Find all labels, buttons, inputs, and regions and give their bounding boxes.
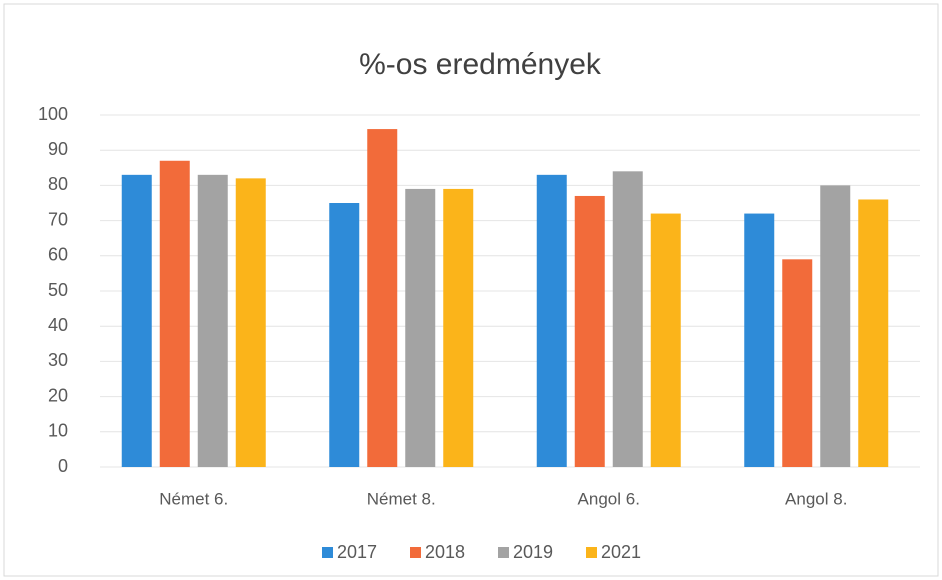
legend-swatch xyxy=(586,547,597,558)
bar xyxy=(820,185,851,467)
bar xyxy=(574,195,605,467)
bar xyxy=(405,188,436,468)
y-tick-label: 80 xyxy=(48,174,68,194)
y-tick-label: 20 xyxy=(48,385,68,405)
legend-label: 2017 xyxy=(337,542,377,562)
bar xyxy=(367,129,398,467)
bar xyxy=(536,174,567,467)
bar xyxy=(612,171,643,467)
bar xyxy=(782,259,813,467)
y-tick-label: 30 xyxy=(48,350,68,370)
legend-label: 2018 xyxy=(425,542,465,562)
y-tick-label: 40 xyxy=(48,315,68,335)
bar xyxy=(121,174,152,467)
y-tick-label: 70 xyxy=(48,209,68,229)
bar xyxy=(235,178,266,468)
bar xyxy=(443,188,474,468)
bar xyxy=(329,203,360,467)
y-tick-label: 60 xyxy=(48,245,68,265)
x-tick-label: Angol 8. xyxy=(785,489,847,508)
x-tick-label: Angol 6. xyxy=(578,489,640,508)
y-tick-label: 90 xyxy=(48,139,68,159)
x-tick-label: Német 6. xyxy=(159,489,228,508)
x-tick-label: Német 8. xyxy=(367,489,436,508)
y-tick-label: 100 xyxy=(38,104,68,124)
legend-label: 2019 xyxy=(513,542,553,562)
chart-title: %-os eredmények xyxy=(359,48,602,81)
legend-swatch xyxy=(322,547,333,558)
bar xyxy=(744,213,775,467)
y-tick-label: 10 xyxy=(48,421,68,441)
bar xyxy=(858,199,889,468)
legend-swatch xyxy=(498,547,509,558)
y-tick-label: 0 xyxy=(58,456,68,476)
bar xyxy=(197,174,228,467)
bar xyxy=(650,213,681,467)
legend-swatch xyxy=(410,547,421,558)
bar xyxy=(159,160,190,467)
y-tick-label: 50 xyxy=(48,280,68,300)
legend-label: 2021 xyxy=(601,542,641,562)
